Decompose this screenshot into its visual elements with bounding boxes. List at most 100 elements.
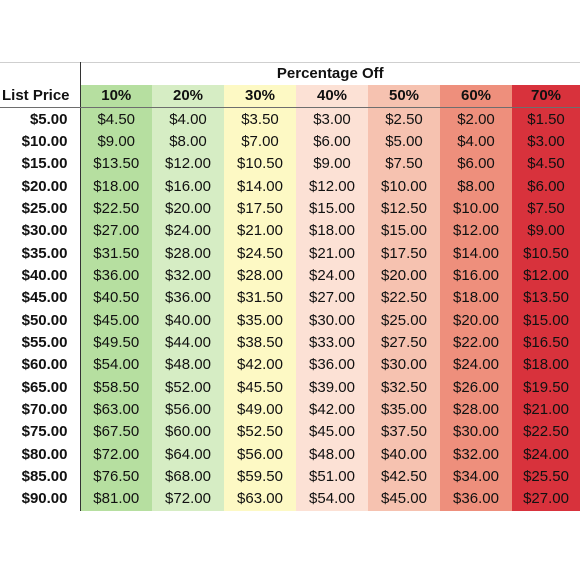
discount-price-cell[interactable]: $30.00	[440, 421, 512, 444]
discount-price-cell[interactable]: $45.00	[80, 309, 152, 332]
discount-price-cell[interactable]: $76.50	[80, 465, 152, 489]
discount-price-cell[interactable]: $12.00	[296, 175, 368, 198]
discount-price-cell[interactable]: $15.00	[368, 220, 440, 243]
discount-price-cell[interactable]: $2.00	[440, 107, 512, 131]
discount-price-cell[interactable]: $36.00	[80, 264, 152, 288]
discount-price-cell[interactable]: $36.00	[296, 354, 368, 377]
discount-price-cell[interactable]: $12.00	[440, 220, 512, 243]
discount-price-cell[interactable]: $7.50	[512, 197, 580, 221]
percent-header-50[interactable]: 50%	[368, 85, 440, 109]
percent-header-60[interactable]: 60%	[440, 85, 512, 109]
percent-header-40[interactable]: 40%	[296, 85, 368, 109]
discount-price-cell[interactable]: $81.00	[80, 488, 152, 511]
discount-price-cell[interactable]: $45.50	[224, 376, 296, 399]
discount-price-cell[interactable]: $31.50	[224, 287, 296, 310]
list-price-cell[interactable]: $65.00	[0, 376, 81, 399]
list-price-cell[interactable]: $55.00	[0, 331, 81, 355]
discount-price-cell[interactable]: $1.50	[512, 107, 580, 131]
discount-price-cell[interactable]: $67.50	[80, 421, 152, 444]
discount-price-cell[interactable]: $72.00	[152, 488, 224, 511]
discount-price-cell[interactable]: $22.50	[80, 197, 152, 221]
discount-price-cell[interactable]: $45.00	[368, 488, 440, 511]
discount-price-cell[interactable]: $24.00	[296, 264, 368, 288]
corner-cell[interactable]	[0, 62, 81, 85]
discount-price-cell[interactable]: $10.00	[440, 197, 512, 221]
discount-price-cell[interactable]: $49.50	[80, 331, 152, 355]
discount-price-cell[interactable]: $17.50	[368, 242, 440, 265]
discount-price-cell[interactable]: $4.50	[512, 153, 580, 176]
list-price-cell[interactable]: $45.00	[0, 287, 81, 310]
discount-price-cell[interactable]: $27.00	[296, 287, 368, 310]
discount-price-cell[interactable]: $38.50	[224, 331, 296, 355]
list-price-cell[interactable]: $30.00	[0, 220, 81, 243]
percent-header-20[interactable]: 20%	[152, 85, 224, 109]
discount-price-cell[interactable]: $21.00	[224, 220, 296, 243]
discount-price-cell[interactable]: $4.00	[440, 130, 512, 154]
discount-price-cell[interactable]: $34.00	[440, 465, 512, 489]
discount-price-cell[interactable]: $60.00	[152, 421, 224, 444]
discount-price-cell[interactable]: $10.00	[368, 175, 440, 198]
discount-price-cell[interactable]: $22.50	[512, 421, 580, 444]
discount-price-cell[interactable]: $6.00	[296, 130, 368, 154]
discount-price-cell[interactable]: $3.50	[224, 107, 296, 131]
discount-price-cell[interactable]: $52.00	[152, 376, 224, 399]
discount-price-cell[interactable]: $9.00	[512, 220, 580, 243]
discount-price-cell[interactable]: $6.00	[512, 175, 580, 198]
discount-price-cell[interactable]: $25.00	[368, 309, 440, 332]
discount-price-cell[interactable]: $25.50	[512, 465, 580, 489]
discount-price-cell[interactable]: $18.00	[440, 287, 512, 310]
percent-header-70[interactable]: 70%	[512, 85, 580, 109]
discount-price-cell[interactable]: $16.50	[512, 331, 580, 355]
discount-price-cell[interactable]: $15.00	[512, 309, 580, 332]
discount-price-cell[interactable]: $58.50	[80, 376, 152, 399]
discount-price-cell[interactable]: $8.00	[440, 175, 512, 198]
discount-price-cell[interactable]: $56.00	[224, 443, 296, 466]
discount-price-cell[interactable]: $27.00	[512, 488, 580, 511]
discount-price-cell[interactable]: $68.00	[152, 465, 224, 489]
percent-header-10[interactable]: 10%	[80, 85, 152, 109]
discount-price-cell[interactable]: $18.00	[80, 175, 152, 198]
list-price-cell[interactable]: $85.00	[0, 465, 81, 489]
discount-price-cell[interactable]: $48.00	[296, 443, 368, 466]
discount-price-cell[interactable]: $3.00	[296, 107, 368, 131]
list-price-cell[interactable]: $50.00	[0, 309, 81, 332]
list-price-cell[interactable]: $80.00	[0, 443, 81, 466]
discount-price-cell[interactable]: $56.00	[152, 398, 224, 422]
discount-price-cell[interactable]: $24.50	[224, 242, 296, 265]
discount-price-cell[interactable]: $24.00	[152, 220, 224, 243]
discount-price-cell[interactable]: $54.00	[80, 354, 152, 377]
discount-price-cell[interactable]: $35.00	[224, 309, 296, 332]
discount-price-cell[interactable]: $63.00	[80, 398, 152, 422]
discount-price-cell[interactable]: $32.50	[368, 376, 440, 399]
discount-price-cell[interactable]: $21.00	[512, 398, 580, 422]
list-price-cell[interactable]: $40.00	[0, 264, 81, 288]
discount-price-cell[interactable]: $37.50	[368, 421, 440, 444]
discount-price-cell[interactable]: $33.00	[296, 331, 368, 355]
discount-price-cell[interactable]: $20.00	[368, 264, 440, 288]
discount-price-cell[interactable]: $27.50	[368, 331, 440, 355]
discount-price-cell[interactable]: $14.00	[440, 242, 512, 265]
discount-price-cell[interactable]: $16.00	[152, 175, 224, 198]
list-price-cell[interactable]: $75.00	[0, 421, 81, 444]
discount-price-cell[interactable]: $19.50	[512, 376, 580, 399]
discount-price-cell[interactable]: $22.00	[440, 331, 512, 355]
discount-price-cell[interactable]: $42.50	[368, 465, 440, 489]
discount-price-cell[interactable]: $18.00	[512, 354, 580, 377]
discount-price-cell[interactable]: $51.00	[296, 465, 368, 489]
list-price-cell[interactable]: $35.00	[0, 242, 81, 265]
discount-price-cell[interactable]: $40.00	[368, 443, 440, 466]
list-price-cell[interactable]: $25.00	[0, 197, 81, 221]
discount-price-cell[interactable]: $4.00	[152, 107, 224, 131]
discount-price-cell[interactable]: $40.00	[152, 309, 224, 332]
discount-price-cell[interactable]: $2.50	[368, 107, 440, 131]
discount-price-cell[interactable]: $26.00	[440, 376, 512, 399]
discount-price-cell[interactable]: $40.50	[80, 287, 152, 310]
discount-price-cell[interactable]: $10.50	[224, 153, 296, 176]
discount-price-cell[interactable]: $16.00	[440, 264, 512, 288]
discount-price-cell[interactable]: $12.00	[512, 264, 580, 288]
discount-price-cell[interactable]: $35.00	[368, 398, 440, 422]
discount-price-cell[interactable]: $22.50	[368, 287, 440, 310]
discount-price-cell[interactable]: $28.00	[224, 264, 296, 288]
discount-price-cell[interactable]: $7.00	[224, 130, 296, 154]
discount-price-cell[interactable]: $52.50	[224, 421, 296, 444]
